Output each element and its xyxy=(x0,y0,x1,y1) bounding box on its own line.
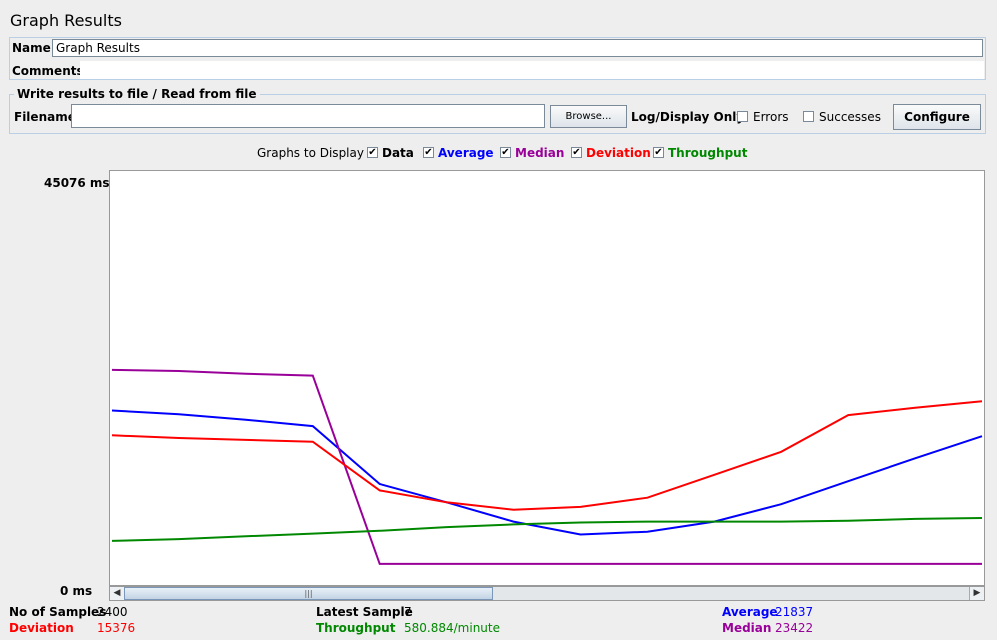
graphs-to-display-label: Graphs to Display xyxy=(257,146,364,160)
check-icon: ✔ xyxy=(572,147,581,158)
horizontal-scrollbar[interactable]: ◀ ||| ▶ xyxy=(109,586,985,601)
file-fieldset-legend: Write results to file / Read from file xyxy=(14,87,260,101)
series-line-median xyxy=(111,368,982,565)
data-label: Data xyxy=(382,146,414,160)
errors-checkbox[interactable] xyxy=(737,111,748,122)
graph-canvas xyxy=(111,368,983,565)
median-stat-label: Median xyxy=(722,621,772,635)
successes-checkbox[interactable] xyxy=(803,111,814,122)
deviation-label: Deviation xyxy=(586,146,651,160)
throughput-stat-label: Throughput xyxy=(316,621,396,635)
throughput-label: Throughput xyxy=(668,146,748,160)
graph-panel xyxy=(109,170,985,586)
log-display-only-label: Log/Display Only: xyxy=(631,110,749,124)
average-stat-value: 21837 xyxy=(775,605,814,619)
name-label: Name: xyxy=(12,41,56,55)
latest-sample-label: Latest Sample xyxy=(316,605,413,619)
average-checkbox[interactable]: ✔ xyxy=(423,147,434,158)
comments-label: Comments: xyxy=(12,64,89,78)
median-stat-value: 23422 xyxy=(775,621,814,635)
deviation-stat-label: Deviation xyxy=(9,621,74,635)
name-input[interactable]: Graph Results xyxy=(52,39,983,57)
deviation-stat-value: 15376 xyxy=(97,621,136,635)
throughput-checkbox[interactable]: ✔ xyxy=(653,147,664,158)
successes-label: Successes xyxy=(819,110,881,124)
series-line-average xyxy=(111,409,983,536)
latest-sample-value: 7 xyxy=(404,605,412,619)
errors-label: Errors xyxy=(753,110,789,124)
y-axis-max-label: 45076 ms xyxy=(44,176,110,190)
scrollbar-thumb[interactable]: ||| xyxy=(124,587,493,600)
y-axis-min-label: 0 ms xyxy=(60,584,93,598)
check-icon: ✔ xyxy=(424,147,433,158)
browse-button[interactable]: Browse... xyxy=(550,105,627,128)
series-line-throughput xyxy=(111,517,983,542)
throughput-stat-value: 580.884/minute xyxy=(404,621,500,635)
comments-input[interactable] xyxy=(80,61,984,79)
data-checkbox[interactable]: ✔ xyxy=(367,147,378,158)
check-icon: ✔ xyxy=(368,147,377,158)
file-fieldset xyxy=(9,94,986,134)
samples-label: No of Samples xyxy=(9,605,107,619)
samples-value: 2400 xyxy=(97,605,128,619)
configure-button[interactable]: Configure xyxy=(893,104,981,130)
deviation-checkbox[interactable]: ✔ xyxy=(571,147,582,158)
filename-input[interactable] xyxy=(71,104,545,128)
check-icon: ✔ xyxy=(501,147,510,158)
window-title: Graph Results xyxy=(10,11,122,30)
series-line-deviation xyxy=(111,400,983,511)
average-label: Average xyxy=(438,146,494,160)
filename-label: Filename xyxy=(14,110,76,124)
median-label: Median xyxy=(515,146,565,160)
scroll-right-icon[interactable]: ▶ xyxy=(969,587,984,600)
check-icon: ✔ xyxy=(654,147,663,158)
scroll-left-icon[interactable]: ◀ xyxy=(110,587,125,600)
average-stat-label: Average xyxy=(722,605,778,619)
median-checkbox[interactable]: ✔ xyxy=(500,147,511,158)
